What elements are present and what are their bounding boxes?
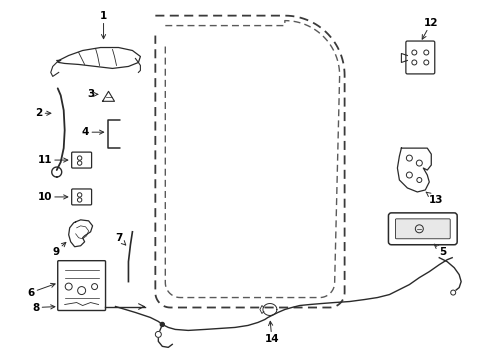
Text: 13: 13: [425, 192, 443, 205]
Polygon shape: [57, 48, 140, 68]
FancyBboxPatch shape: [58, 261, 105, 310]
Text: 7: 7: [115, 233, 125, 245]
Polygon shape: [102, 91, 114, 101]
Polygon shape: [68, 220, 92, 247]
Text: 12: 12: [421, 18, 438, 39]
Text: 10: 10: [38, 192, 68, 202]
Circle shape: [160, 323, 164, 327]
FancyBboxPatch shape: [72, 189, 91, 205]
Text: 3: 3: [87, 89, 98, 99]
Polygon shape: [397, 148, 430, 192]
FancyBboxPatch shape: [72, 152, 91, 168]
Text: 1: 1: [100, 11, 107, 39]
Text: 4: 4: [82, 127, 103, 137]
Text: 11: 11: [38, 155, 68, 165]
FancyBboxPatch shape: [395, 219, 449, 239]
Text: 8: 8: [32, 302, 55, 312]
Text: 6: 6: [27, 283, 55, 298]
Text: 9: 9: [52, 242, 66, 257]
Text: 14: 14: [264, 321, 279, 345]
Circle shape: [155, 332, 161, 337]
Text: 5: 5: [433, 244, 446, 257]
Text: 2: 2: [35, 108, 51, 118]
FancyBboxPatch shape: [405, 41, 434, 74]
Circle shape: [450, 290, 455, 295]
FancyBboxPatch shape: [387, 213, 456, 245]
